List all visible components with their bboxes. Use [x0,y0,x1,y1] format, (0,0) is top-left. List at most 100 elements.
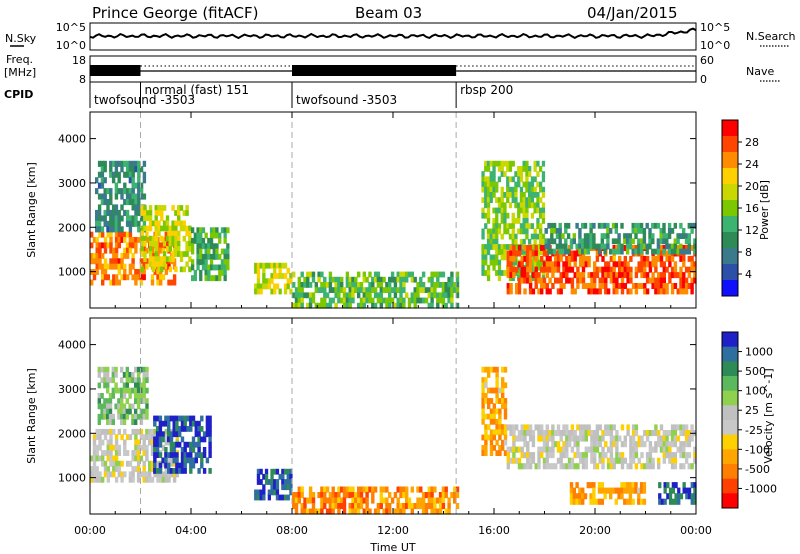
heatmap-cell [145,387,149,394]
heatmap-cell [645,277,650,284]
heatmap-cell [637,238,641,245]
heatmap-cell [134,455,138,462]
heatmap-cell [509,283,513,289]
heatmap-cell [128,408,132,415]
heatmap-cell [131,450,135,456]
heatmap-cell [131,263,135,270]
heatmap-cell [556,424,561,431]
heatmap-cell [541,202,546,209]
freq-panel: Freq. [MHz] 18 8 60 0 Nave [4,53,780,86]
heatmap-cell [438,297,443,304]
heatmap-cell [614,222,618,229]
heatmap-cell [545,435,549,442]
heatmap-cell [617,238,621,245]
heatmap-cell [125,199,130,206]
heatmap-cell [444,302,448,309]
heatmap-cell [503,202,507,209]
heatmap-cell [278,262,282,269]
heatmap-cell [103,382,107,389]
heatmap-cell [542,441,547,448]
heatmap-cell [600,222,604,229]
heatmap-cell [273,288,277,295]
x-tick-label: 00:00 [680,524,712,537]
heatmap-cell [90,476,94,483]
heatmap-cell [154,220,158,227]
heatmap-cell [171,235,175,242]
heatmap-cell [656,238,661,245]
heatmap-cell [379,282,383,288]
heatmap-cell [586,482,590,489]
heatmap-cell [286,283,290,290]
heatmap-cell [656,243,661,250]
heatmap-cell [554,277,558,284]
heatmap-cell [671,482,675,489]
heatmap-cell [300,486,304,493]
heatmap-cell [136,413,141,420]
heatmap-cell [618,255,622,262]
heatmap-cell [645,248,649,255]
heatmap-cell [492,233,496,240]
heatmap-cell [264,473,269,480]
heatmap-cell [637,243,641,250]
heatmap-cell [212,264,216,271]
heatmap-cell [359,287,364,293]
heatmap-cell [637,228,641,234]
heatmap-cell [419,497,423,504]
heatmap-cell [373,276,378,283]
heatmap-cell [128,471,133,478]
heatmap-cell [489,171,493,177]
heatmap-cell [212,227,216,234]
heatmap-cell [174,210,178,216]
heatmap-cell [98,247,102,254]
heatmap-cell [254,494,258,501]
heatmap-cell [581,243,585,250]
heatmap-cell [682,283,686,289]
heatmap-cell [662,233,666,239]
heatmap-cell [151,235,156,242]
colorbar-swatch [722,346,738,362]
heatmap-cell [531,441,536,448]
heatmap-cell [565,255,569,262]
heatmap-cell [682,430,686,437]
heatmap-cell [262,283,266,290]
heatmap-cell [497,202,502,209]
heatmap-cell [393,508,398,515]
heatmap-cell [450,297,454,304]
colorbar-swatch [722,420,738,436]
heatmap-cell [676,238,680,245]
heatmap-cell [122,372,127,378]
heatmap-cell [629,288,633,295]
heatmap-cell [690,222,694,229]
heatmap-cell [665,255,669,262]
heatmap-cell [481,382,485,389]
heatmap-cell [642,233,647,239]
heatmap-cell [573,255,577,262]
heatmap-cell [194,441,198,448]
heatmap-cell [634,463,639,470]
heatmap-cell [484,249,488,256]
heatmap-cell [106,450,110,456]
heatmap-cell [567,463,572,470]
heatmap-cell [503,244,507,250]
heatmap-cell [259,494,263,501]
heatmap-cell [371,276,375,283]
heatmap-cell [676,245,680,251]
heatmap-cell [334,276,338,283]
heatmap-cell [555,243,560,250]
heatmap-cell [617,493,621,500]
heatmap-cell [438,503,443,510]
heatmap-cell [528,424,533,431]
heatmap-cell [180,447,185,453]
heatmap-cell [501,429,505,436]
noise-tick-bottom: 10^0 [56,39,86,52]
heatmap-cell [430,292,434,299]
heatmap-cell [598,435,602,442]
heatmap-cell [631,238,635,245]
heatmap-cell [109,428,113,435]
heatmap-cell [421,297,426,304]
heatmap-cell [189,462,193,469]
heatmap-cell [659,435,664,442]
heatmap-cell [654,261,658,268]
heatmap-cell [536,207,540,214]
heatmap-cell [193,232,197,239]
